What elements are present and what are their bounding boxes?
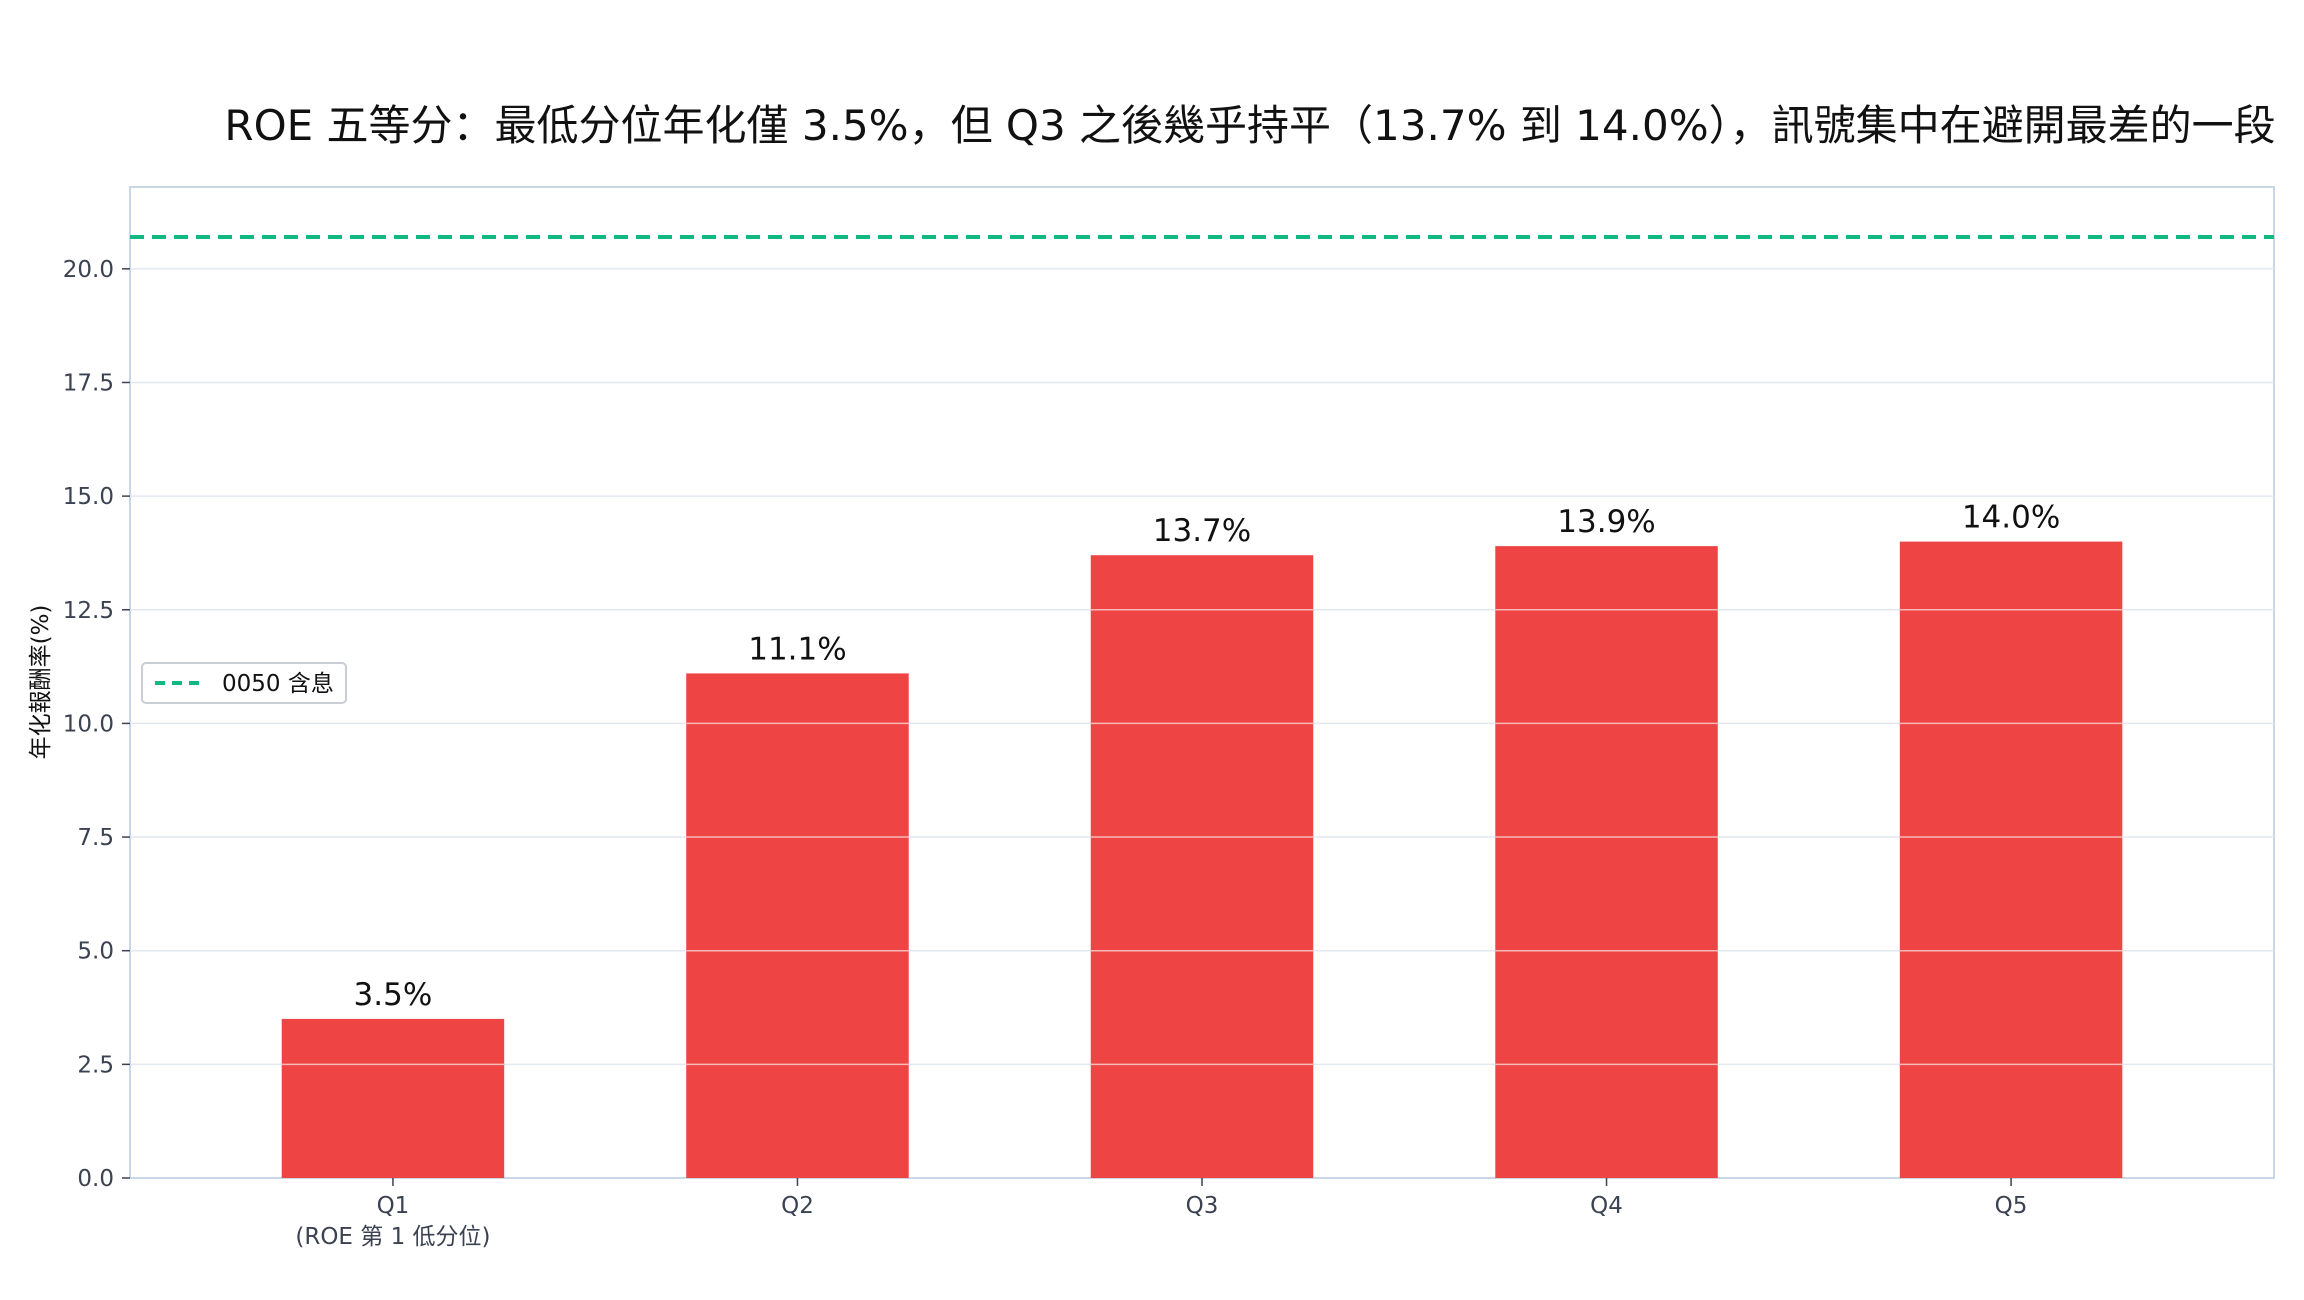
y-tick-label: 20.0 [63,257,114,283]
y-tick-label: 17.5 [63,370,114,396]
legend[interactable]: 0050 含息 [141,662,347,704]
y-tick-label: 12.5 [63,598,114,624]
bar-value-label: 14.0% [1962,500,2060,536]
x-tick-label: Q5 [1995,1193,2028,1219]
x-tick-sublabel: (ROE 第 1 低分位) [295,1224,490,1250]
bar-value-label: 11.1% [748,631,846,667]
x-axis-ticks: Q1 (ROE 第 1 低分位) Q2 Q3 Q4 Q5 [295,1178,2027,1250]
bar-q1[interactable] [281,1018,505,1178]
bar-labels-layer: 3.5% 11.1% 13.7% 13.9% 14.0% [354,500,2061,1013]
x-tick-label: Q3 [1186,1193,1219,1219]
chart-title: ROE 五等分：最低分位年化僅 3.5%，但 Q3 之後幾乎持平（13.7% 到… [224,101,2275,150]
bar-value-label: 13.9% [1557,504,1655,540]
y-tick-label: 7.5 [77,825,114,851]
bar-q2[interactable] [686,673,909,1178]
x-tick-label: Q1 [377,1193,410,1219]
legend-label-0050: 0050 含息 [222,671,334,697]
y-tick-label: 5.0 [77,939,114,965]
y-axis-ticks: 0.0 2.5 5.0 7.5 10.0 12.5 15.0 17.5 20.0 [63,257,130,1192]
y-tick-label: 0.0 [77,1166,114,1192]
bar-q5[interactable] [1899,541,2123,1178]
bars-layer [281,541,2123,1178]
bar-q3[interactable] [1090,555,1314,1178]
y-tick-label: 2.5 [77,1052,114,1078]
bar-value-label: 3.5% [354,977,433,1013]
bar-value-label: 13.7% [1153,513,1251,549]
y-axis-title: 年化報酬率(%) [28,605,54,760]
bar-q4[interactable] [1495,546,1718,1178]
legend-box [141,662,347,704]
x-tick-label: Q2 [781,1193,814,1219]
y-tick-label: 10.0 [63,711,114,737]
y-tick-label: 15.0 [63,484,114,510]
x-tick-label: Q4 [1590,1193,1623,1219]
